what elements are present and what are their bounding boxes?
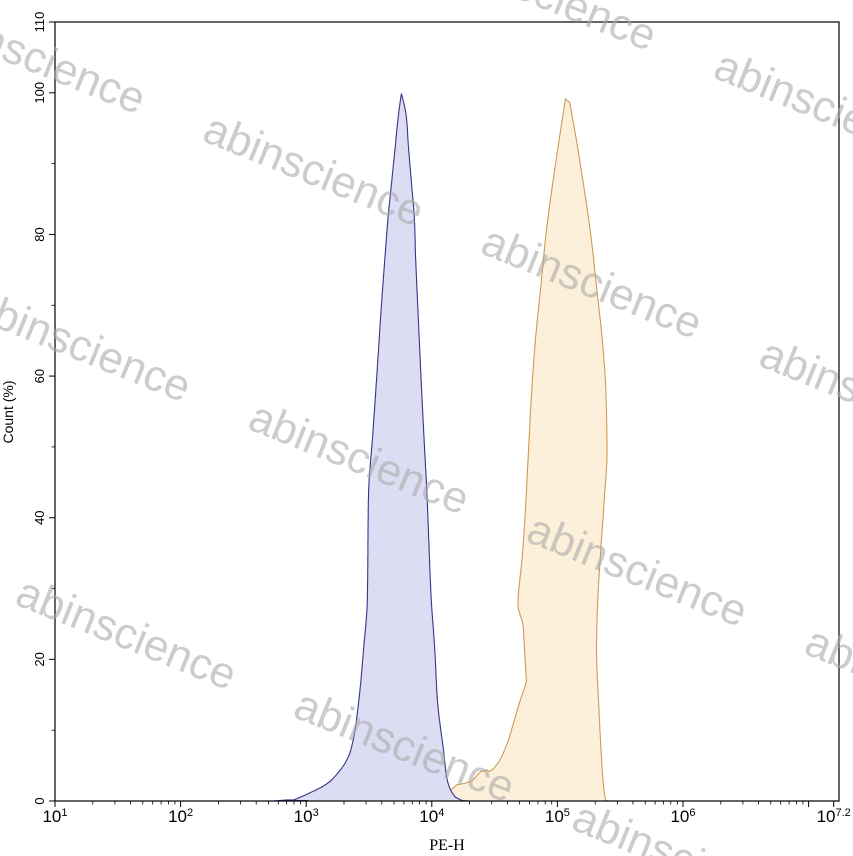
svg-text:abinscience: abinscience xyxy=(10,568,244,700)
svg-text:103: 103 xyxy=(294,807,319,826)
svg-text:abinscience: abinscience xyxy=(430,0,664,61)
svg-text:107.2: 107.2 xyxy=(817,807,851,826)
svg-text:abinscience: abinscience xyxy=(0,0,152,124)
svg-text:60: 60 xyxy=(32,369,47,383)
svg-text:Count (%): Count (%) xyxy=(0,380,16,443)
svg-text:abinscience: abinscience xyxy=(242,392,476,524)
svg-text:110: 110 xyxy=(32,12,47,33)
svg-text:40: 40 xyxy=(32,510,47,524)
svg-text:104: 104 xyxy=(419,807,444,826)
svg-text:abinscience: abinscience xyxy=(708,41,853,173)
svg-text:0: 0 xyxy=(32,797,47,804)
svg-text:101: 101 xyxy=(42,807,67,826)
svg-text:abinscience: abinscience xyxy=(753,329,853,461)
svg-text:106: 106 xyxy=(670,807,695,826)
svg-text:abinscience: abinscience xyxy=(0,743,11,856)
svg-text:PE-H: PE-H xyxy=(429,837,465,854)
svg-text:abinscience: abinscience xyxy=(0,280,198,412)
svg-text:102: 102 xyxy=(168,807,193,826)
svg-text:105: 105 xyxy=(545,807,570,826)
svg-text:20: 20 xyxy=(32,652,47,666)
svg-text:abinscience: abinscience xyxy=(799,617,853,749)
svg-text:80: 80 xyxy=(32,227,47,241)
